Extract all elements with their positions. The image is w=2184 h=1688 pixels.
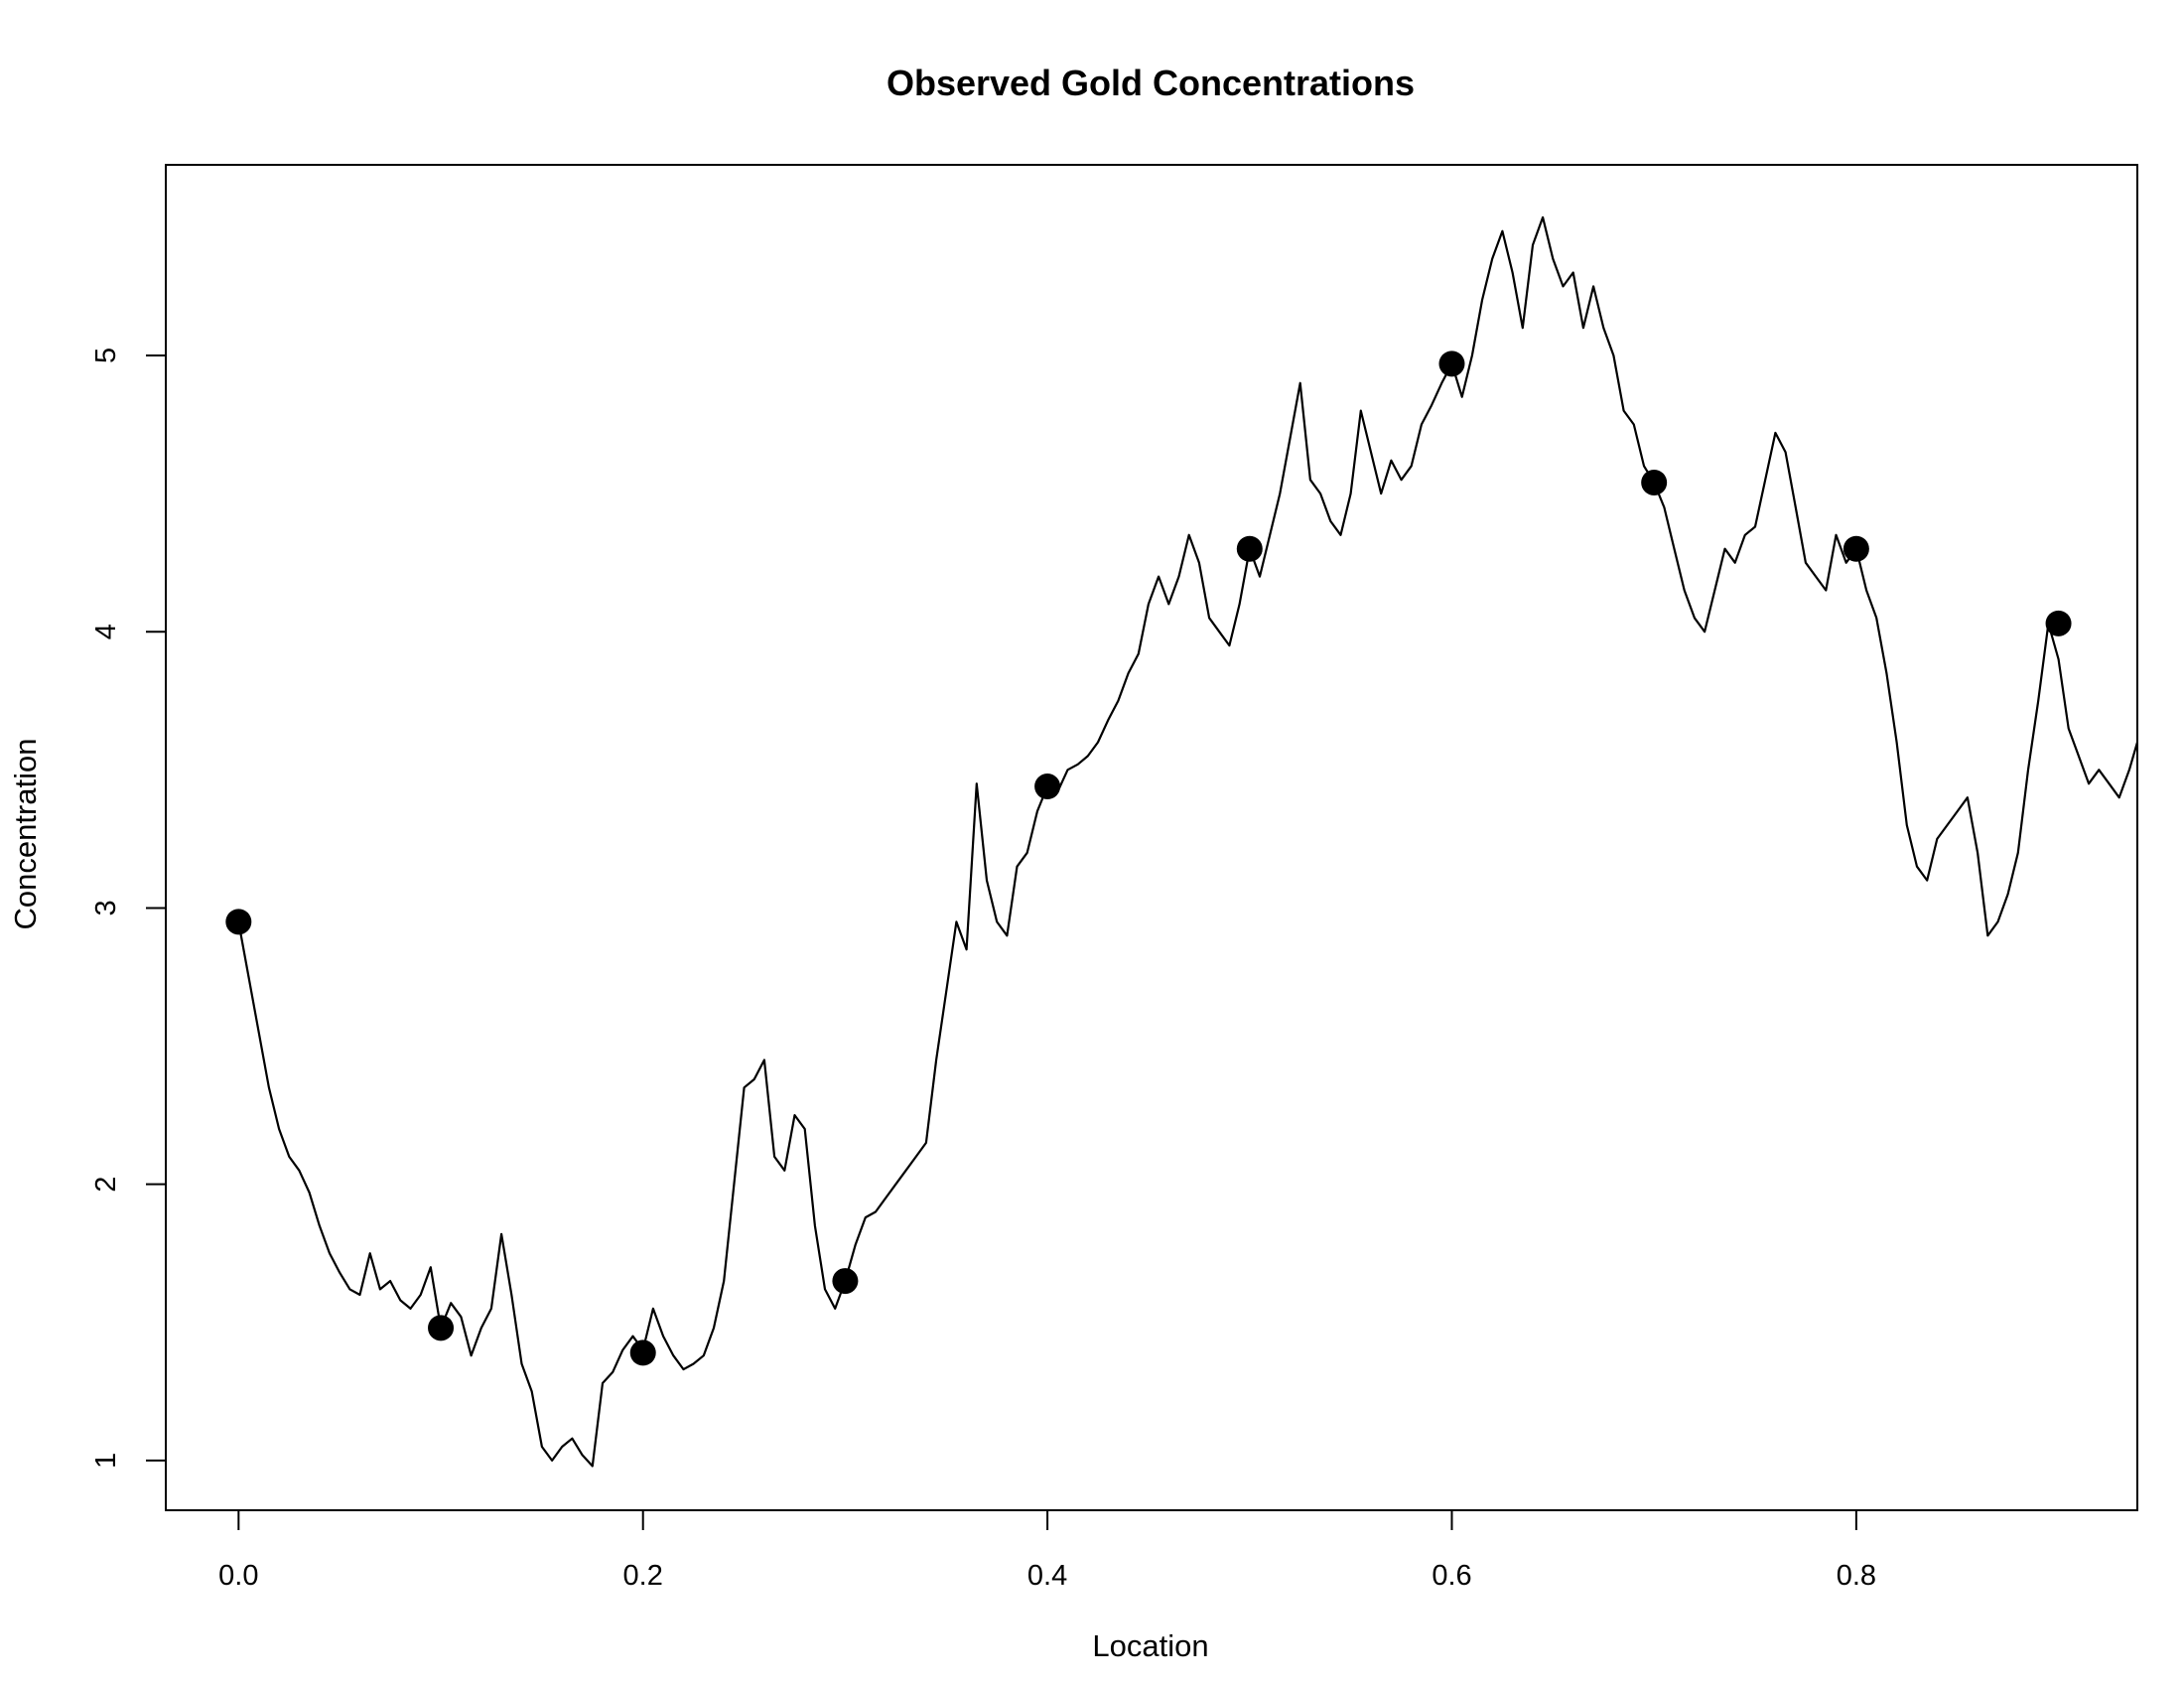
data-point (428, 1315, 455, 1341)
data-point (1034, 774, 1061, 800)
chart-title: Observed Gold Concentrations (887, 63, 1415, 103)
x-tick-label: 0.2 (623, 1560, 663, 1592)
data-point (225, 909, 252, 935)
y-tick-label: 5 (90, 348, 122, 363)
y-tick-label: 4 (90, 624, 122, 639)
x-tick-label: 0.6 (1432, 1560, 1471, 1592)
series-line (237, 215, 2137, 1468)
data-point (1843, 535, 1869, 562)
x-tick-label: 0.0 (218, 1560, 258, 1592)
data-point (832, 1268, 859, 1295)
plot-content (225, 215, 2137, 1468)
x-axis-label: Location (1092, 1628, 1208, 1663)
series-points (225, 351, 2072, 1366)
y-axis-label: Concentration (8, 738, 43, 929)
y-tick-label: 2 (90, 1177, 122, 1193)
x-tick-label: 0.4 (1027, 1560, 1067, 1592)
data-point (2045, 610, 2072, 636)
data-point (1438, 351, 1465, 377)
y-tick-label: 1 (90, 1453, 122, 1469)
data-point (1236, 535, 1263, 562)
data-point (1641, 469, 1668, 495)
y-tick-label: 3 (90, 900, 122, 915)
data-point (629, 1339, 656, 1366)
plot-frame (165, 164, 2138, 1511)
x-tick-label: 0.8 (1837, 1560, 1876, 1592)
